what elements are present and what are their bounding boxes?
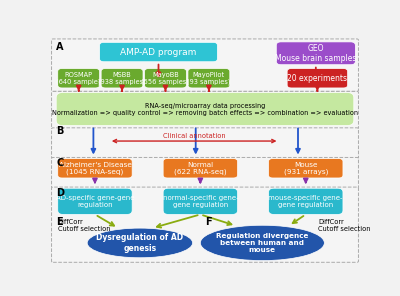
FancyBboxPatch shape: [144, 69, 186, 88]
Text: Clinical annotation: Clinical annotation: [163, 133, 226, 139]
FancyBboxPatch shape: [101, 69, 143, 88]
Text: normal-specific gene-
gene regulation: normal-specific gene- gene regulation: [162, 195, 238, 208]
Text: Alzheimer's Disease
(1045 RNA-seq): Alzheimer's Disease (1045 RNA-seq): [58, 162, 131, 175]
Text: MayoPilot
(93 samples): MayoPilot (93 samples): [187, 72, 231, 85]
FancyBboxPatch shape: [52, 91, 358, 129]
Ellipse shape: [87, 228, 192, 258]
FancyBboxPatch shape: [163, 159, 238, 178]
FancyBboxPatch shape: [276, 42, 355, 65]
FancyBboxPatch shape: [52, 128, 358, 159]
Ellipse shape: [200, 225, 324, 260]
FancyBboxPatch shape: [188, 69, 230, 88]
FancyBboxPatch shape: [268, 159, 343, 178]
Text: ROSMAP
(640 sample): ROSMAP (640 sample): [56, 72, 101, 85]
Text: Mouse
(931 arrays): Mouse (931 arrays): [284, 162, 328, 175]
FancyBboxPatch shape: [58, 159, 132, 178]
FancyBboxPatch shape: [163, 188, 238, 214]
FancyBboxPatch shape: [268, 188, 343, 214]
Text: mouse-specific gene-
gene regulation: mouse-specific gene- gene regulation: [268, 195, 343, 208]
Text: Normal
(622 RNA-seq): Normal (622 RNA-seq): [174, 162, 227, 175]
Text: 20 experiments: 20 experiments: [287, 74, 347, 83]
FancyBboxPatch shape: [100, 42, 218, 62]
Text: E: E: [56, 217, 63, 227]
Text: Dysregulation of AD
genesis: Dysregulation of AD genesis: [96, 233, 184, 252]
Text: DiffCorr
Cutoff selection: DiffCorr Cutoff selection: [58, 219, 110, 232]
Text: D: D: [56, 188, 64, 198]
FancyBboxPatch shape: [52, 187, 358, 262]
Text: A: A: [56, 42, 64, 52]
Text: AMP-AD program: AMP-AD program: [120, 48, 197, 57]
Text: AD-specific gene-gene
regulation: AD-specific gene-gene regulation: [56, 195, 134, 208]
FancyBboxPatch shape: [287, 69, 348, 88]
FancyBboxPatch shape: [52, 157, 358, 188]
Text: Regulation divergence
between human and
mouse: Regulation divergence between human and …: [216, 233, 308, 253]
Text: F: F: [205, 217, 212, 227]
Text: RNA-seq/microarray data processing
Normalization => quality control => removing : RNA-seq/microarray data processing Norma…: [52, 102, 358, 115]
FancyBboxPatch shape: [58, 188, 132, 214]
Text: DiffCorr
Cutoff selection: DiffCorr Cutoff selection: [318, 219, 371, 232]
Text: MayoBB
(556 samples): MayoBB (556 samples): [142, 72, 190, 85]
FancyBboxPatch shape: [56, 92, 354, 126]
Text: MSBB
(938 samples): MSBB (938 samples): [98, 72, 146, 85]
FancyBboxPatch shape: [52, 39, 358, 91]
Text: B: B: [56, 126, 64, 136]
Text: C: C: [56, 158, 64, 168]
Text: GEO
Mouse brain samples: GEO Mouse brain samples: [275, 44, 356, 63]
FancyBboxPatch shape: [58, 69, 100, 88]
